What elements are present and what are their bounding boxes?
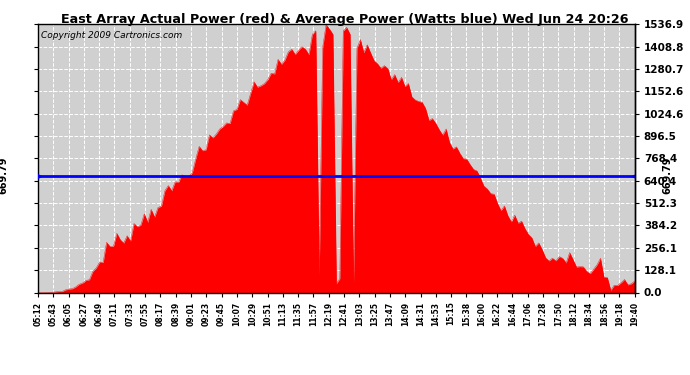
Text: 669.79: 669.79 [0,157,8,194]
Text: 669.79: 669.79 [662,157,673,194]
Text: Copyright 2009 Cartronics.com: Copyright 2009 Cartronics.com [41,31,182,40]
Text: East Array Actual Power (red) & Average Power (Watts blue) Wed Jun 24 20:26: East Array Actual Power (red) & Average … [61,13,629,26]
